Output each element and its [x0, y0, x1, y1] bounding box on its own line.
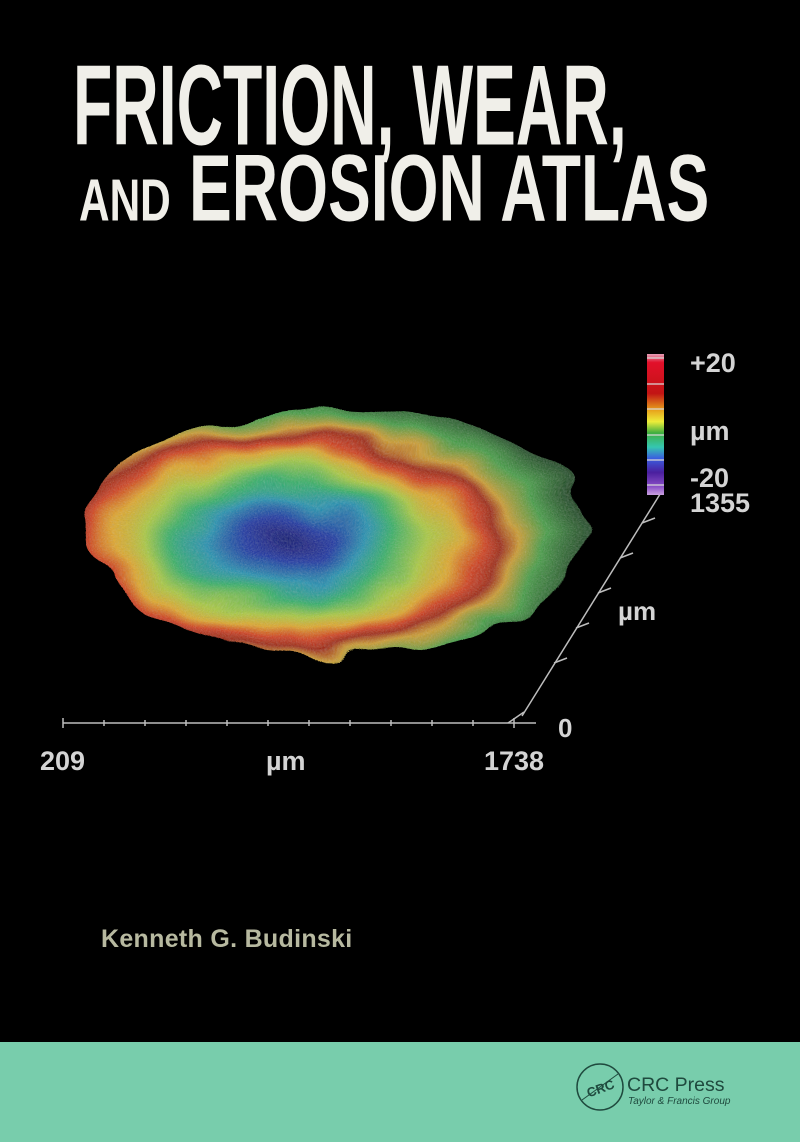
svg-text:CRC Press: CRC Press [627, 1074, 725, 1096]
svg-text:Taylor & Francis Group: Taylor & Francis Group [628, 1096, 731, 1107]
svg-text:CRC: CRC [585, 1076, 617, 1100]
